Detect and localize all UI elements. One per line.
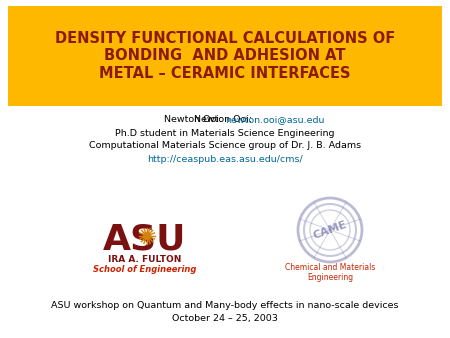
- Text: Ph.D student in Materials Science Engineering: Ph.D student in Materials Science Engine…: [115, 128, 335, 138]
- Text: ASU workshop on Quantum and Many-body effects in nano-scale devices: ASU workshop on Quantum and Many-body ef…: [51, 300, 399, 310]
- Text: Newton Ooi:: Newton Ooi:: [164, 116, 225, 124]
- Circle shape: [144, 233, 150, 240]
- Text: IRA A. FULTON: IRA A. FULTON: [108, 255, 182, 264]
- FancyBboxPatch shape: [8, 6, 442, 106]
- Text: newton.ooi@asu.edu: newton.ooi@asu.edu: [225, 116, 324, 124]
- Text: DENSITY FUNCTIONAL CALCULATIONS OF
BONDING  AND ADHESION AT
METAL – CERAMIC INTE: DENSITY FUNCTIONAL CALCULATIONS OF BONDI…: [55, 31, 395, 81]
- Text: Engineering: Engineering: [307, 272, 353, 282]
- Text: School of Engineering: School of Engineering: [93, 266, 197, 274]
- Text: October 24 – 25, 2003: October 24 – 25, 2003: [172, 314, 278, 322]
- Text: Newton Ooi:: Newton Ooi:: [194, 116, 256, 124]
- Text: Chemical and Materials: Chemical and Materials: [285, 264, 375, 272]
- Text: CAME: CAME: [312, 219, 348, 241]
- Text: ASU: ASU: [103, 223, 187, 257]
- Text: Computational Materials Science group of Dr. J. B. Adams: Computational Materials Science group of…: [89, 142, 361, 150]
- Text: http://ceaspub.eas.asu.edu/cms/: http://ceaspub.eas.asu.edu/cms/: [147, 154, 303, 164]
